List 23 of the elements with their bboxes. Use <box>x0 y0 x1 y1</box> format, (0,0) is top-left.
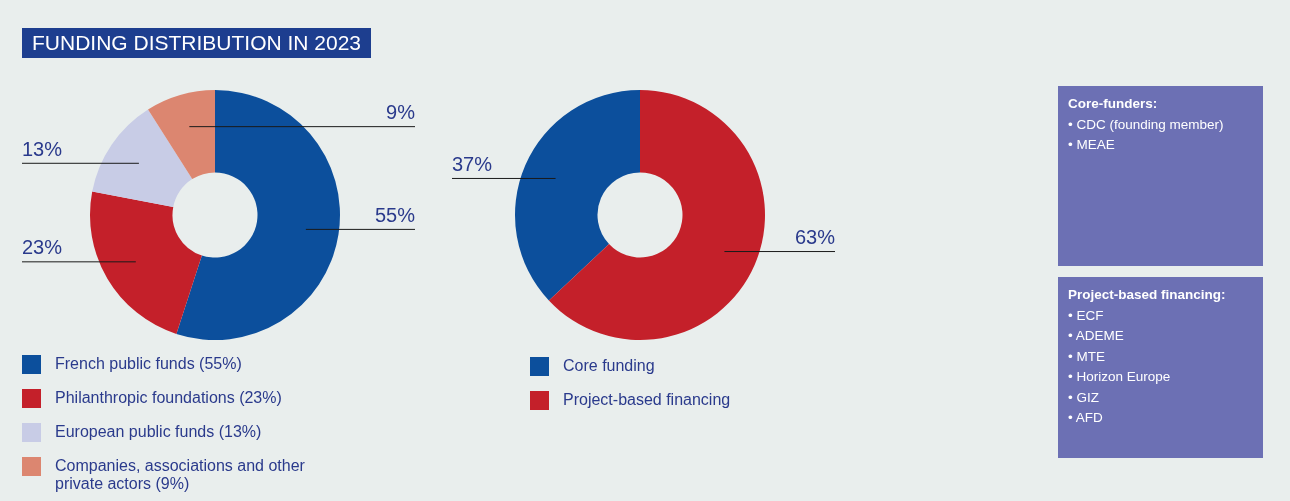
legend-label: French public funds (55%) <box>55 355 242 373</box>
chart-title: FUNDING DISTRIBUTION IN 2023 <box>22 28 372 58</box>
text: Project-based financing: <box>1068 286 1227 304</box>
text: Core-funders: <box>1068 95 1159 113</box>
text: • MEAE <box>1068 136 1116 154</box>
legend-label: Philanthropic foundations (23%) <box>55 389 282 407</box>
data-label: 55% <box>374 203 416 226</box>
data-label: 63% <box>794 226 836 249</box>
text: • Horizon Europe <box>1068 368 1172 386</box>
text: • MTE <box>1068 347 1106 366</box>
text: • CDC (founding member) <box>1068 115 1225 134</box>
data-label: 23% <box>22 236 63 259</box>
text: • ADEME <box>1068 327 1125 345</box>
legend-label: Companies, associations and other private actors (9%) <box>55 457 306 493</box>
data-label: 9% <box>386 101 416 124</box>
data-label: 37% <box>452 152 493 175</box>
legend-label: European public funds (13%) <box>55 423 262 441</box>
legend-label: Project-based financing <box>563 391 731 409</box>
legend-label: Core funding <box>563 357 655 375</box>
text: • ECF <box>1068 306 1105 325</box>
text: • GIZ <box>1068 388 1100 407</box>
text: • AFD <box>1068 409 1104 427</box>
data-label: 13% <box>22 137 63 160</box>
